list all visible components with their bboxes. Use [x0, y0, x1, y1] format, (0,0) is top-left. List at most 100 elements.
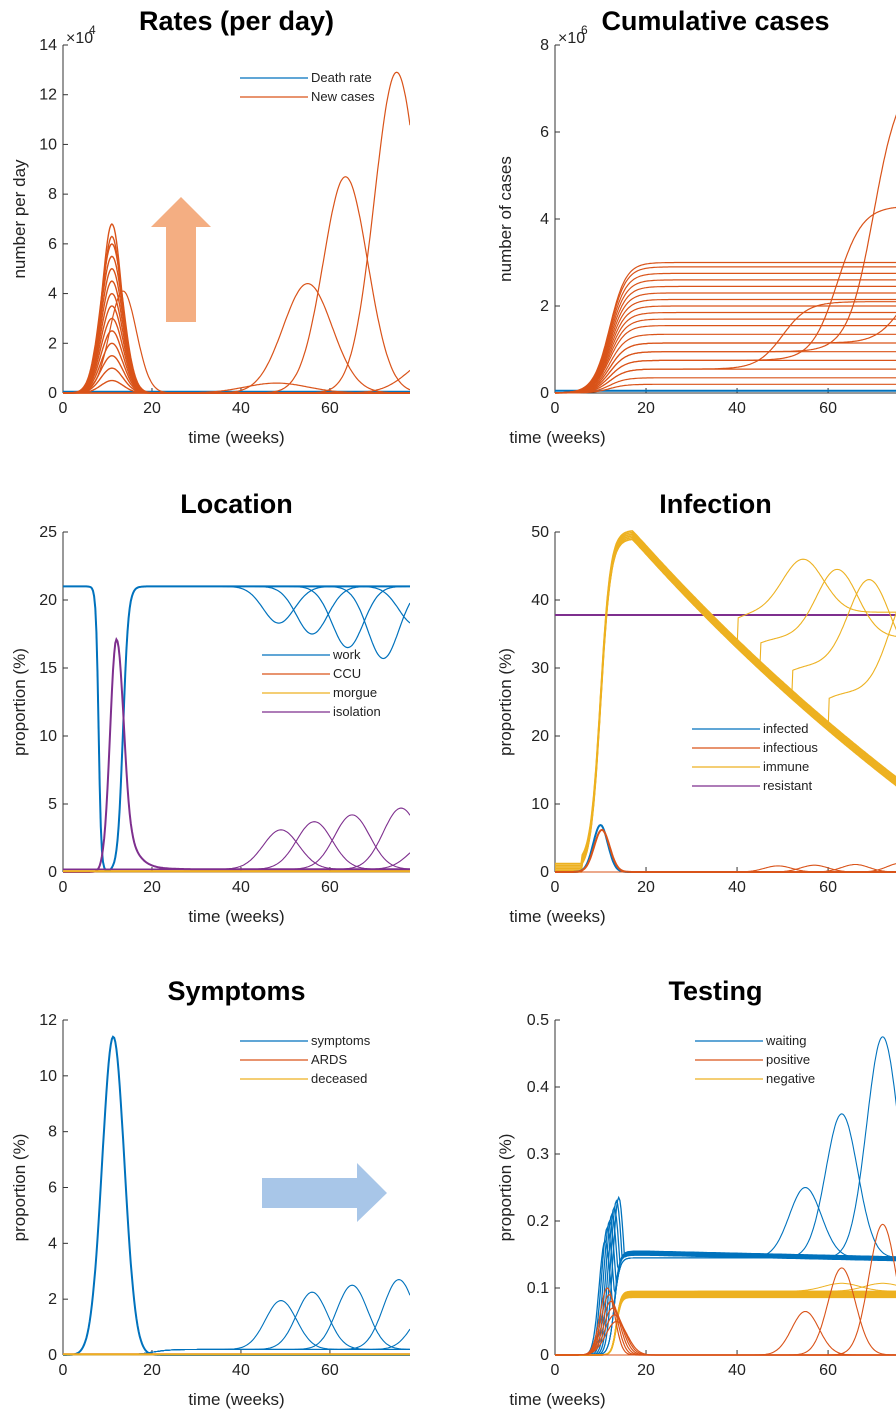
series-line-first-wave: [63, 330, 410, 394]
chart-title: Symptoms: [167, 976, 305, 1006]
chart-panel-2: Cumulative cases 0 2 4 6 8 0 20 40 60 time (weeks)…: [496, 6, 896, 447]
x-tick-label: 40: [728, 400, 746, 417]
x-tick-label: 0: [59, 879, 68, 896]
x-tick-label: 0: [59, 1362, 68, 1379]
series-line-small-wave: [555, 863, 896, 873]
y-tick-label: 0: [48, 385, 57, 402]
series-line-immune-rebound: [555, 538, 896, 873]
series-line-immune: [555, 538, 896, 873]
series-line-cumulative: [555, 261, 896, 394]
series-line-waiting: [555, 1195, 896, 1356]
x-tick-label: 40: [728, 879, 746, 896]
series-line-wave: [63, 1284, 410, 1356]
plot-area: [63, 1035, 410, 1356]
y-tick-label: 8: [48, 1124, 57, 1141]
x-tick-label: 40: [232, 879, 250, 896]
series-line-second-wave: [63, 369, 410, 394]
x-axis-label: time (weeks): [509, 428, 605, 447]
x-axis-label: time (weeks): [509, 1390, 605, 1409]
series-line-first-wave: [63, 317, 410, 394]
legend-label: deceased: [311, 1071, 367, 1086]
series-line-isolation-wave: [63, 852, 410, 870]
legend: Death rate New cases: [240, 70, 375, 104]
series-line-immune: [555, 533, 896, 868]
y-multiplier-exponent: 6: [581, 23, 588, 37]
series-line-cumulative: [555, 272, 896, 394]
legend-label: ARDS: [311, 1052, 347, 1067]
series-line-peak: [555, 828, 896, 873]
y-tick-label: 4: [540, 211, 549, 228]
y-axis-label: number per day: [10, 159, 29, 279]
series-line-immune-rebound: [555, 538, 896, 873]
y-tick-label: 2: [540, 298, 549, 315]
series-line-cumulative: [555, 266, 896, 394]
chart-title: Rates (per day): [139, 6, 334, 36]
y-tick-label: 10: [39, 728, 57, 745]
y-tick-label: 5: [48, 796, 57, 813]
series-line-wave: [63, 1328, 410, 1356]
x-tick-label: 60: [321, 879, 339, 896]
series-line-immune: [555, 530, 896, 865]
series-line-immune-rebound: [555, 538, 896, 873]
y-tick-label: 2: [48, 1291, 57, 1308]
series-line-cumulative: [555, 325, 896, 394]
series-line-peak: [555, 824, 896, 873]
series-line-work: [63, 585, 410, 872]
y-tick-label: 2: [48, 335, 57, 352]
y-tick-label: 6: [48, 236, 57, 253]
series-line-isolation-wave: [63, 829, 410, 870]
series-line-shoulder: [63, 290, 410, 394]
y-tick-label: 4: [48, 1235, 57, 1252]
y-tick-label: 8: [48, 186, 57, 203]
x-axis-label: time (weeks): [188, 1390, 284, 1409]
chart-panel-6: Testing 0 0.1 0.2 0.3 0.4 0.5 0 20 40 60 time (week…: [496, 976, 896, 1409]
y-tick-label: 4: [48, 286, 57, 303]
legend-label: negative: [766, 1071, 815, 1086]
plot-area: [555, 530, 896, 873]
x-tick-label: 0: [59, 400, 68, 417]
legend-label: positive: [766, 1052, 810, 1067]
x-tick-label: 60: [819, 879, 837, 896]
series-line-first-wave: [63, 354, 410, 394]
up-arrow-icon: [151, 197, 211, 322]
x-tick-label: 0: [551, 400, 560, 417]
series-line-cumulative: [555, 292, 896, 394]
y-multiplier: ×10: [66, 30, 93, 47]
series-line-work: [63, 585, 410, 872]
x-tick-label: 40: [232, 1362, 250, 1379]
x-axis-label: time (weeks): [188, 907, 284, 926]
y-tick-label: 20: [39, 592, 57, 609]
plot-area: [63, 585, 410, 873]
y-axis-label: proportion (%): [10, 1134, 29, 1242]
chart-panel-4: Infection 0 10 20 30 40 50 0 20 40 60 time (weeks) p…: [496, 489, 896, 926]
series-line-waiting: [555, 1199, 896, 1356]
series-line-cumulative: [555, 333, 896, 394]
x-tick-label: 20: [143, 879, 161, 896]
y-tick-label: 30: [531, 660, 549, 677]
y-tick-label: 0: [540, 864, 549, 881]
series-line-cumulative: [555, 298, 896, 394]
plot-area: [555, 1036, 896, 1356]
series-line-cumulative: [555, 383, 896, 394]
x-tick-label: 40: [728, 1362, 746, 1379]
series-line-first-wave: [63, 243, 410, 394]
y-tick-label: 0: [540, 385, 549, 402]
series-line-second-wave: [63, 282, 410, 394]
y-tick-label: 12: [39, 87, 57, 104]
series-line-immune-rebound: [555, 538, 896, 873]
legend-label: Death rate: [311, 70, 372, 85]
y-tick-label: 10: [39, 1068, 57, 1085]
plot-area: [555, 114, 896, 394]
x-tick-label: 40: [232, 400, 250, 417]
x-tick-label: 0: [551, 1362, 560, 1379]
chart-title: Location: [180, 489, 293, 519]
legend-label: waiting: [765, 1033, 806, 1048]
y-tick-label: 6: [48, 1180, 57, 1197]
legend-label: infected: [763, 721, 809, 736]
legend-label: morgue: [333, 685, 377, 700]
y-tick-label: 0.5: [527, 1012, 549, 1029]
chart-panel-3: Location 0 5 10 15 20 25 0 20 40 60 time (weeks) pro…: [10, 489, 410, 926]
chart-title: Infection: [659, 489, 772, 519]
series-line-immune: [555, 535, 896, 870]
